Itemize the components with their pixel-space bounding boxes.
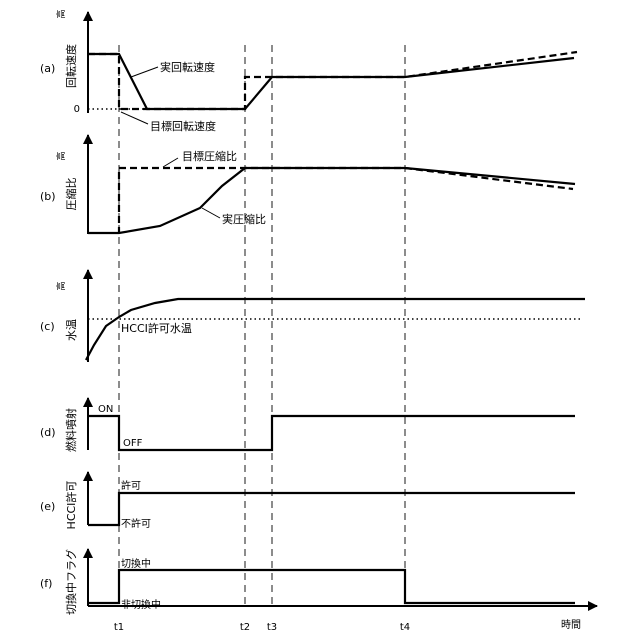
panel-a-tag: (a) bbox=[40, 62, 55, 75]
panel-a-target-leader bbox=[121, 112, 148, 124]
tick-label-t2: t2 bbox=[240, 622, 250, 633]
panel-e-hcci-permission-line bbox=[88, 493, 575, 525]
panel-a-actual-speed-label: 実回転速度 bbox=[160, 60, 215, 74]
panel-b-actual-ratio-line bbox=[88, 168, 575, 233]
panel-a-rotation-speed: 高 回転速度 (a) 0 実回転速度 目標回転速度 bbox=[40, 9, 577, 133]
panel-f-tag: (f) bbox=[40, 577, 52, 590]
panel-d-off-label: OFF bbox=[123, 438, 143, 449]
panel-c-threshold-label: HCCI許可水温 bbox=[121, 322, 192, 335]
panel-b-actual-leader bbox=[202, 208, 220, 218]
panel-c-high-label: 高 bbox=[55, 281, 67, 290]
panel-a-zero-label: 0 bbox=[74, 104, 80, 115]
panel-a-y-label: 回転速度 bbox=[64, 44, 78, 88]
tick-label-t3: t3 bbox=[267, 622, 277, 633]
tick-label-t1: t1 bbox=[114, 622, 124, 633]
panel-a-high-label: 高 bbox=[55, 9, 67, 18]
panel-d-on-label: ON bbox=[98, 404, 113, 415]
panel-f-not-switching-label: 非切換中 bbox=[121, 598, 161, 611]
panel-a-target-speed-label: 目標回転速度 bbox=[150, 119, 216, 133]
panel-e-allow-label: 許可 bbox=[121, 479, 141, 492]
panel-b-target-ratio-label: 目標圧縮比 bbox=[182, 149, 237, 163]
panel-d-y-label: 燃料噴射 bbox=[64, 408, 78, 452]
panel-d-fuel-injection: 燃料噴射 (d) ON OFF bbox=[40, 398, 575, 452]
panel-c-water-temperature: 高 水温 (c) HCCI許可水温 bbox=[40, 270, 585, 362]
panel-b-compression-ratio: 高 圧縮比 (b) 目標圧縮比 実圧縮比 bbox=[40, 135, 575, 234]
panel-e-hcci-permission: HCCI許可 (e) 許可 不許可 bbox=[40, 472, 575, 530]
panel-f-y-label: 切換中フラグ bbox=[64, 549, 78, 615]
time-axis: 時間 t1 t2 t3 t4 bbox=[88, 606, 597, 633]
panel-c-y-label: 水温 bbox=[65, 319, 78, 341]
panel-e-y-label: HCCI許可 bbox=[65, 481, 78, 530]
tick-label-t4: t4 bbox=[400, 622, 410, 633]
panel-f-switching-flag-line bbox=[88, 570, 575, 603]
panel-a-actual-leader bbox=[131, 67, 158, 77]
panel-d-tag: (d) bbox=[40, 426, 56, 439]
panel-d-fuel-injection-line bbox=[88, 416, 575, 450]
panel-e-deny-label: 不許可 bbox=[121, 517, 151, 530]
panel-e-tag: (e) bbox=[40, 500, 55, 513]
panel-b-tag: (b) bbox=[40, 190, 56, 203]
panel-b-high-label: 高 bbox=[55, 151, 67, 160]
time-axis-label: 時間 bbox=[561, 619, 581, 631]
panel-f-switching-label: 切換中 bbox=[121, 557, 151, 570]
panel-b-target-leader bbox=[163, 158, 178, 167]
panel-b-y-label: 圧縮比 bbox=[64, 178, 78, 211]
panel-b-actual-ratio-label: 実圧縮比 bbox=[222, 212, 266, 226]
panel-c-tag: (c) bbox=[40, 320, 55, 333]
